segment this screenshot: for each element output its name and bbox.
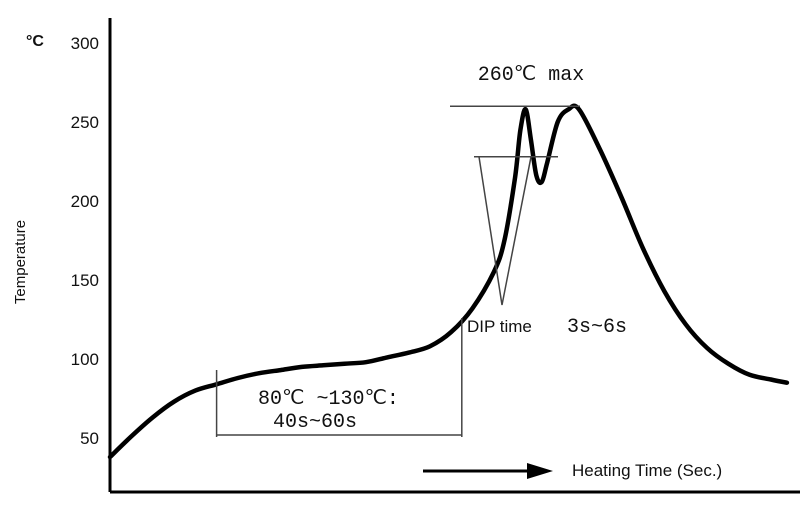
preheat-range-label: 80℃ ~130℃: <box>258 388 399 411</box>
y-axis-title: Temperature <box>12 220 29 304</box>
y-tick-labels: 50 100 150 200 250 300 <box>71 34 99 448</box>
arrow-head-icon <box>527 463 553 479</box>
y-tick-label: 200 <box>71 192 99 211</box>
temperature-curve <box>107 103 790 460</box>
y-tick-label: 250 <box>71 113 99 132</box>
y-unit-label: °C <box>26 33 44 50</box>
y-tick-label: 150 <box>71 271 99 290</box>
y-tick-label: 300 <box>71 34 99 53</box>
dip-time-marker <box>478 156 532 306</box>
x-axis-title: Heating Time (Sec.) <box>572 461 722 480</box>
peak-max-label: 260℃ max <box>478 64 584 87</box>
dip-time-label: DIP time <box>467 317 532 336</box>
y-tick-label: 50 <box>80 429 99 448</box>
y-tick-label: 100 <box>71 350 99 369</box>
preheat-duration-label: 40s~60s <box>273 411 357 434</box>
dip-duration-label: 3s~6s <box>567 316 627 339</box>
